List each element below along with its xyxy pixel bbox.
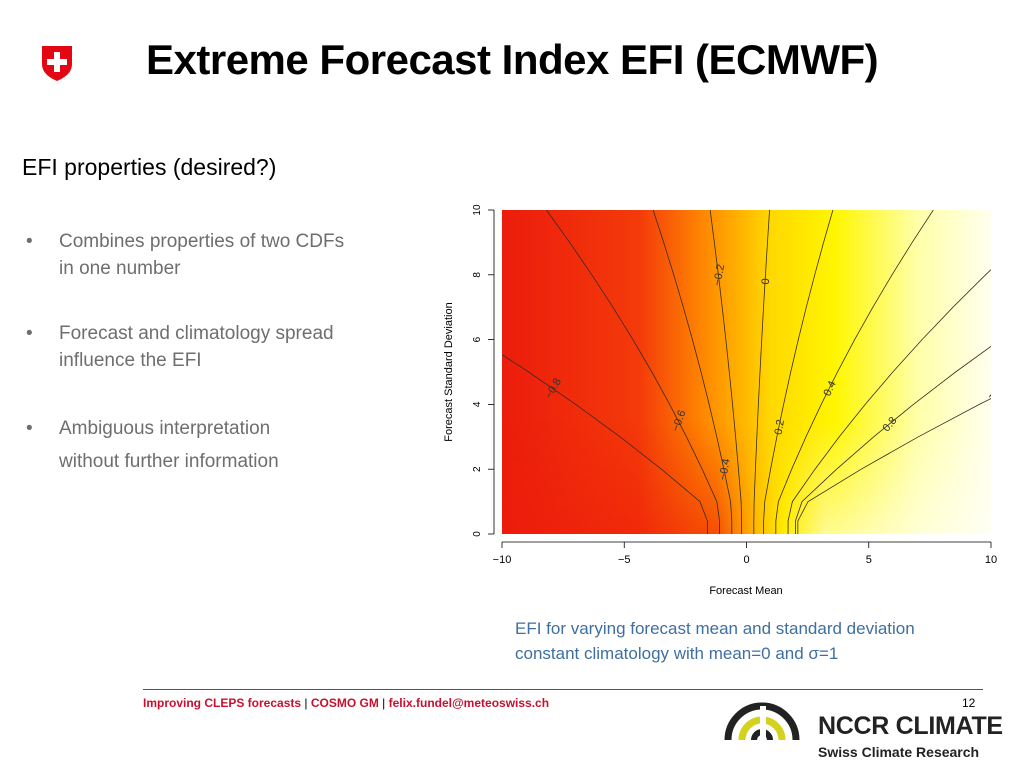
contour-line <box>775 210 934 534</box>
x-tick-label: −5 <box>618 554 631 566</box>
slide-subtitle: EFI properties (desired?) <box>22 154 277 180</box>
contour-line <box>546 210 721 534</box>
bullet-text: influence the EFI <box>59 350 202 371</box>
swiss-shield-icon <box>42 46 72 81</box>
bullet-text: Ambiguous interpretation <box>59 418 271 439</box>
figure-caption: EFI for varying forecast mean and standa… <box>515 616 1015 666</box>
bullet-item: • Ambiguous interpretation without furth… <box>22 412 422 478</box>
contour-line <box>795 345 991 534</box>
contour-line <box>763 210 834 534</box>
bullet-item: • Combines properties of two CDFs in one… <box>22 228 422 282</box>
footer-separator: | <box>301 696 311 710</box>
y-tick-label: 4 <box>472 401 483 407</box>
contour-label: −0.4 <box>717 458 733 481</box>
y-tick-label: 6 <box>472 336 483 342</box>
contour-line <box>709 210 743 534</box>
bullet-marker: • <box>26 418 33 439</box>
footer-separator: | <box>378 696 389 710</box>
footer-meeting: COSMO GM <box>310 696 379 710</box>
footer-email: felix.fundel@meteoswiss.ch <box>388 696 550 710</box>
bullet-text: Combines properties of two CDFs <box>59 231 345 252</box>
bullet-marker: • <box>26 231 33 252</box>
contour-line <box>652 210 733 534</box>
bullet-list: • Combines properties of two CDFs in one… <box>22 228 422 516</box>
footer-divider <box>143 689 983 690</box>
efi-heatmap-chart: −0.8−0.6−0.4−0.200.20.40.60.81 −10−50510… <box>443 204 998 597</box>
page-number: 12 <box>962 696 976 710</box>
bullet-text: in one number <box>59 258 181 279</box>
x-axis-label: Forecast Mean <box>709 585 782 597</box>
caption-line: EFI for varying forecast mean and standa… <box>515 619 915 638</box>
x-tick-label: 10 <box>985 554 997 566</box>
contour-label: 0 <box>760 278 772 285</box>
x-tick-label: 5 <box>866 554 872 566</box>
contour-line <box>753 210 770 534</box>
nccr-logo-icon <box>724 702 800 742</box>
contour-label: 0.2 <box>773 419 787 436</box>
y-axis-label: Forecast Standard Deviation <box>443 302 455 441</box>
footer-text: Improving CLEPS forecasts | COSMO GM | f… <box>143 696 549 710</box>
slide-title: Extreme Forecast Index EFI (ECMWF) <box>146 36 879 83</box>
x-tick-label: −10 <box>493 554 512 566</box>
contour-label: 0.4 <box>821 379 838 398</box>
bullet-text: without further information <box>59 451 279 472</box>
contour-lines <box>502 210 991 534</box>
footer-project: Improving CLEPS forecasts <box>143 696 302 710</box>
nccr-logo-name: NCCR CLIMATE <box>818 712 1003 740</box>
contour-line <box>502 354 708 534</box>
y-tick-label: 10 <box>472 204 483 216</box>
contour-line <box>797 398 991 534</box>
contour-label: 1 <box>987 392 998 405</box>
bullet-item: • Forecast and climatology spread influe… <box>22 320 422 374</box>
contour-line <box>787 269 991 534</box>
nccr-logo-tagline: Swiss Climate Research <box>818 744 980 760</box>
contour-labels: −0.8−0.6−0.4−0.200.20.40.60.81 <box>543 263 998 481</box>
bullet-text: Forecast and climatology spread <box>59 323 334 344</box>
bullet-marker: • <box>26 323 33 344</box>
heatmap-field-lower <box>502 210 991 534</box>
y-tick-label: 0 <box>472 531 483 537</box>
contour-label: −0.2 <box>712 263 728 286</box>
x-tick-label: 0 <box>743 554 749 566</box>
y-tick-label: 2 <box>472 466 483 472</box>
y-tick-label: 8 <box>472 272 483 278</box>
caption-line: constant climatology with mean=0 and σ=1 <box>515 644 839 663</box>
